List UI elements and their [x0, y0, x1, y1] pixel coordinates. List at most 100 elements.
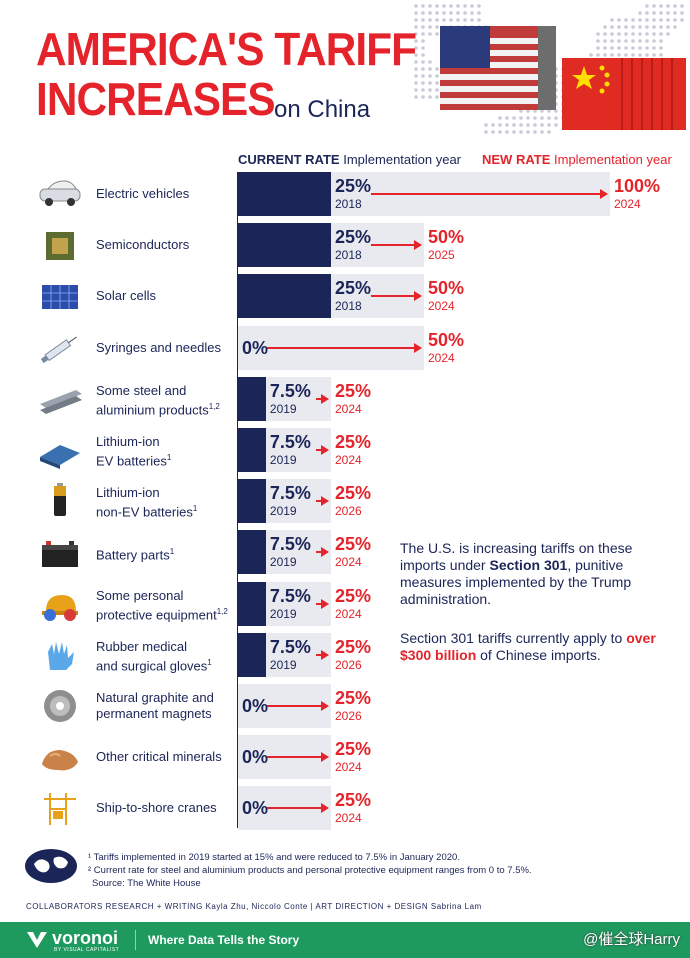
rate-increase-arrow: [315, 393, 330, 404]
current-rate-value: 7.5%: [269, 534, 311, 555]
map-dot: [659, 4, 663, 8]
subtitle: on China: [274, 96, 371, 123]
category-label: Semiconductors: [96, 237, 189, 253]
new-rate-year: 2024: [428, 299, 455, 314]
category-label-line: Some steel and: [96, 382, 187, 398]
current-rate-bar: [238, 530, 266, 575]
current-rate-value: 0%: [242, 798, 269, 819]
map-dot: [645, 53, 649, 57]
map-dot: [421, 81, 425, 85]
map-dot: [533, 116, 537, 120]
map-dot: [428, 32, 432, 36]
map-dot: [435, 67, 439, 71]
rate-increase-arrow: [370, 240, 422, 251]
map-dot: [610, 46, 614, 50]
map-dot: [596, 39, 600, 43]
current-rate-bar: [238, 479, 266, 524]
map-dot: [421, 25, 425, 29]
current-rate-value: 25%: [335, 278, 372, 299]
map-dot: [645, 18, 649, 22]
map-dot: [610, 25, 614, 29]
rate-increase-arrow: [370, 189, 608, 199]
map-dot: [638, 39, 642, 43]
current-rate-value: 7.5%: [269, 432, 311, 452]
map-dot: [666, 11, 670, 15]
map-dot: [414, 46, 418, 50]
new-rate-year: 2026: [335, 709, 362, 723]
new-rate-value: 50%: [428, 227, 465, 248]
map-dot: [435, 32, 439, 36]
solar-panel-icon: [42, 285, 78, 310]
voronoi-logo-icon: [27, 932, 47, 948]
map-dot: [652, 32, 656, 36]
category-label-line: Syringes and needles: [96, 339, 222, 355]
map-dot: [547, 109, 551, 113]
map-dot: [414, 32, 418, 36]
category-label: Other critical minerals: [96, 749, 222, 765]
category-label-line: Some personal: [96, 587, 184, 603]
syringe-icon: [40, 336, 77, 363]
map-dot: [435, 81, 439, 85]
map-dot: [673, 18, 677, 22]
map-dot: [519, 123, 523, 127]
map-dot: [659, 18, 663, 22]
map-dot: [652, 4, 656, 8]
map-dot: [512, 123, 516, 127]
map-dot: [638, 11, 642, 15]
note-imports: Section 301 tariffs currently apply to o…: [400, 630, 660, 664]
watermark: @催全球Harry: [583, 931, 680, 948]
footnote-2: ² Current rate for steel and aluminium p…: [88, 865, 532, 876]
current-rate-bar: [238, 223, 331, 268]
map-dot: [624, 32, 628, 36]
current-rate-value: 25%: [335, 176, 372, 196]
new-rate-year: 2024: [335, 760, 362, 775]
new-rate-value: 25%: [335, 534, 372, 555]
ev-battery-icon: [40, 445, 80, 469]
map-dot: [477, 18, 481, 22]
new-rate-year: 2024: [335, 606, 362, 621]
map-dot: [421, 74, 425, 78]
new-rate-year: 2025: [428, 248, 455, 263]
crane-icon: [44, 793, 76, 826]
brand-name: voronoi: [52, 928, 118, 948]
map-dot: [463, 11, 467, 15]
map-dot: [421, 53, 425, 57]
map-dot: [435, 95, 439, 99]
category-label: Syringes and needles: [96, 340, 221, 356]
map-dot: [652, 46, 656, 50]
car-battery-icon: [42, 541, 78, 568]
map-dot: [673, 25, 677, 29]
map-dot: [666, 32, 670, 36]
map-dot: [610, 18, 614, 22]
map-dot: [428, 18, 432, 22]
graphite-roll-icon: [44, 690, 76, 722]
map-dot: [589, 53, 593, 57]
map-dot: [645, 32, 649, 36]
map-dot: [449, 11, 453, 15]
map-dot: [428, 4, 432, 8]
new-rate-value: 25%: [335, 790, 372, 811]
current-rate-year: 2019: [269, 453, 297, 467]
map-dot: [477, 11, 481, 15]
world-logo-icon: [25, 849, 77, 883]
map-dot: [435, 11, 439, 15]
steel-beam-icon: [40, 389, 82, 414]
map-dot: [554, 123, 558, 127]
map-dot: [547, 116, 551, 120]
map-dot: [498, 116, 502, 120]
map-dot: [456, 11, 460, 15]
category-label: Some steel and aluminium products1,2: [96, 383, 220, 418]
map-dot: [617, 46, 621, 50]
map-dot: [617, 53, 621, 57]
car-icon: [39, 180, 81, 206]
map-dot: [484, 130, 488, 134]
map-dot: [617, 32, 621, 36]
current-rate-year: 2018: [335, 197, 362, 211]
category-label-line: protective equipment: [96, 606, 217, 622]
map-dot: [484, 123, 488, 127]
map-dot: [624, 53, 628, 57]
new-rate-value: 25%: [335, 483, 372, 504]
current-rate-bar: [238, 274, 331, 319]
map-dot: [624, 39, 628, 43]
map-dot: [435, 18, 439, 22]
